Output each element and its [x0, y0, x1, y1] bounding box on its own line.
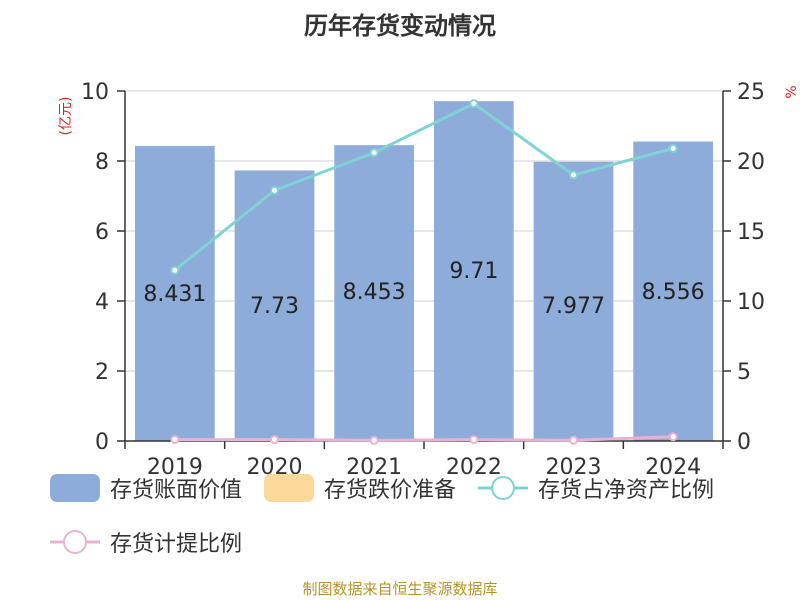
- provision-ratio-point: [569, 435, 578, 445]
- net-asset-ratio-point: [569, 170, 578, 180]
- net-asset-ratio-point: [270, 185, 279, 195]
- provision-ratio-point: [469, 435, 479, 445]
- provision-ratio-point: [170, 435, 180, 445]
- x-tick-label: 2024: [645, 455, 701, 480]
- provision-ratio-point: [668, 432, 678, 442]
- x-tick-label: 2023: [546, 455, 602, 480]
- bar: [334, 145, 415, 441]
- right-tick-label: 25: [737, 80, 765, 105]
- left-tick-label: 6: [95, 220, 109, 245]
- right-tick-label: 5: [737, 360, 751, 385]
- legend-label-impairment: 存货跌价准备: [324, 478, 457, 503]
- x-tick-label: 2021: [346, 455, 402, 480]
- legend-item-book-value[interactable]: 存货账面价值: [50, 468, 242, 508]
- bar-value-label: 8.431: [143, 282, 206, 307]
- provision-ratio-line: [174, 435, 674, 442]
- bar-value-label: 7.73: [250, 294, 299, 319]
- bar-value-label: 8.453: [343, 280, 406, 305]
- bar: [234, 170, 315, 441]
- legend-item-net-asset-ratio[interactable]: 存货占净资产比例: [478, 468, 714, 508]
- legend-label-net-asset-ratio: 存货占净资产比例: [538, 478, 715, 503]
- net-asset-ratio-point: [369, 148, 379, 158]
- legend-swatch-book-value: [50, 474, 100, 502]
- right-tick-label: 15: [737, 220, 765, 245]
- legend-swatch-net-asset-ratio: [478, 476, 529, 500]
- chart-title: 历年存货变动情况: [304, 12, 496, 40]
- bar: [134, 145, 215, 442]
- legend-label-book-value: 存货账面价值: [110, 478, 243, 503]
- bar: [633, 141, 714, 442]
- net-asset-ratio-point: [469, 99, 479, 109]
- provision-ratio-point: [270, 435, 279, 445]
- bar: [433, 101, 514, 442]
- bar-value-label: 7.977: [542, 294, 605, 319]
- right-tick-label: 20: [737, 150, 765, 175]
- source-note: 制图数据来自恒生聚源数据库: [302, 580, 498, 598]
- left-tick-label: 8: [95, 150, 109, 175]
- bar-value-label: 8.556: [642, 280, 705, 305]
- bar-value-label: 9.71: [449, 259, 498, 284]
- left-tick-label: 10: [81, 80, 109, 105]
- right-tick-label: 0: [737, 430, 751, 455]
- net-asset-ratio-line: [173, 101, 674, 272]
- bar: [533, 161, 614, 441]
- legend-swatch-impairment: [264, 474, 315, 502]
- legend: 存货账面价值 存货跌价准备 存货占净资产比例 存货计提比例: [50, 468, 790, 562]
- net-asset-ratio-point: [668, 143, 678, 153]
- net-asset-ratio-point: [170, 265, 180, 275]
- left-tick-label: 2: [95, 360, 109, 385]
- right-axis-label: %: [784, 85, 800, 98]
- provision-ratio-point: [369, 435, 379, 445]
- left-axis-label: (亿元): [58, 97, 74, 136]
- right-tick-label: 10: [737, 290, 765, 315]
- x-tick-label: 2019: [147, 455, 203, 480]
- legend-label-provision-ratio: 存货计提比例: [110, 532, 243, 557]
- x-tick-label: 2022: [446, 455, 502, 480]
- left-tick-label: 0: [95, 430, 109, 455]
- left-tick-label: 4: [95, 290, 109, 315]
- legend-item-provision-ratio[interactable]: 存货计提比例: [50, 522, 242, 562]
- legend-swatch-provision-ratio: [50, 530, 100, 554]
- legend-item-impairment[interactable]: 存货跌价准备: [264, 468, 456, 508]
